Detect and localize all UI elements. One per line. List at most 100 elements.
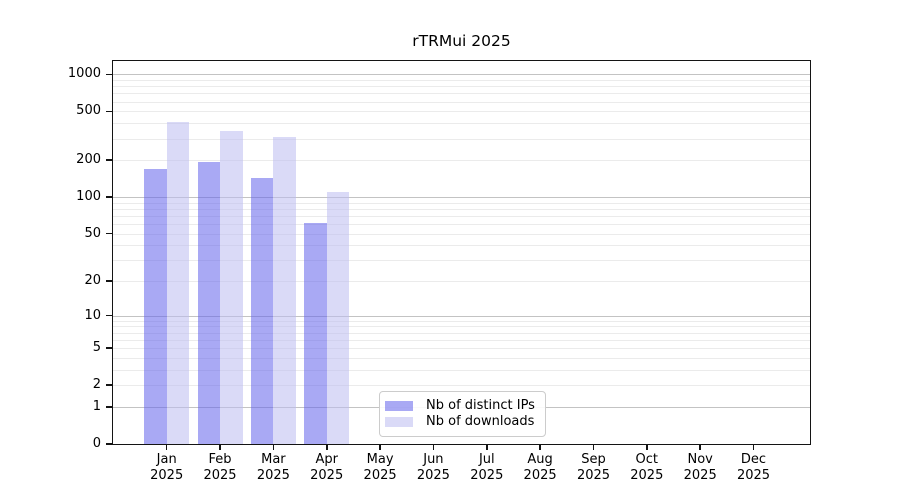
bar-downloads xyxy=(326,191,350,444)
x-tick-year: 2025 xyxy=(256,468,290,483)
y-tick-label: 50 xyxy=(84,225,101,241)
x-tick-mark xyxy=(379,444,381,450)
x-tick-month: Dec xyxy=(740,452,767,467)
major-gridline xyxy=(113,315,810,317)
legend: Nb of distinct IPs Nb of downloads xyxy=(379,391,546,437)
minor-gridline xyxy=(113,86,810,88)
x-tick-label-mar: Mar 2025 xyxy=(241,452,305,484)
minor-gridline xyxy=(113,160,810,162)
x-tick-label-may: May 2025 xyxy=(348,452,412,484)
x-tick-year: 2025 xyxy=(363,468,397,483)
x-tick-month: Jul xyxy=(478,452,495,467)
x-tick-mark xyxy=(432,444,435,450)
x-tick-label-nov: Nov 2025 xyxy=(668,452,732,484)
x-tick-mark xyxy=(752,444,755,450)
x-tick-label-dec: Dec 2025 xyxy=(722,452,786,484)
x-tick-label-apr: Apr 2025 xyxy=(295,452,359,484)
bar-distinct-ips xyxy=(197,162,220,444)
x-tick-mark xyxy=(326,444,328,450)
minor-gridline xyxy=(113,326,810,328)
minor-gridline xyxy=(113,224,810,225)
minor-gridline xyxy=(113,260,810,262)
x-tick-month: Sep xyxy=(581,452,606,467)
x-tick-mark xyxy=(699,444,701,450)
x-tick-mark xyxy=(272,444,275,450)
x-tick-mark xyxy=(646,444,648,450)
legend-label-distinct-ips: Nb of distinct IPs xyxy=(426,398,535,413)
y-tick-mark xyxy=(105,232,113,235)
plot-area xyxy=(112,60,811,445)
chart-title: rTRMui 2025 xyxy=(412,32,511,50)
y-tick-label: 1 xyxy=(92,398,101,414)
minor-gridline xyxy=(113,215,810,217)
x-tick-year: 2025 xyxy=(203,468,237,483)
legend-swatch-downloads xyxy=(385,417,413,427)
y-tick-mark xyxy=(105,314,113,317)
x-tick-year: 2025 xyxy=(683,468,717,483)
minor-gridline xyxy=(113,233,810,235)
minor-gridline xyxy=(113,332,810,334)
minor-gridline xyxy=(113,79,810,81)
x-tick-mark xyxy=(539,444,541,450)
x-tick-mark xyxy=(165,444,168,450)
x-tick-month: Jan xyxy=(156,452,177,467)
x-tick-month: Feb xyxy=(208,452,232,467)
minor-gridline xyxy=(113,202,810,204)
x-tick-month: Jun xyxy=(423,452,444,467)
major-gridline xyxy=(113,74,810,76)
minor-gridline xyxy=(113,369,810,371)
minor-gridline xyxy=(113,348,810,350)
major-gridline xyxy=(113,197,810,198)
y-tick-mark xyxy=(105,443,113,445)
y-tick-label: 500 xyxy=(76,103,101,119)
x-tick-label-aug: Aug 2025 xyxy=(508,452,572,484)
minor-gridline xyxy=(113,138,810,140)
bar-distinct-ips xyxy=(144,168,167,444)
minor-gridline xyxy=(113,101,810,103)
y-tick-mark xyxy=(105,406,113,408)
y-tick-mark xyxy=(105,384,113,386)
x-tick-year: 2025 xyxy=(630,468,664,483)
x-tick-label-sep: Sep 2025 xyxy=(562,452,626,484)
y-tick-label: 100 xyxy=(76,189,101,204)
bar-distinct-ips xyxy=(304,223,327,444)
x-tick-year: 2025 xyxy=(310,468,344,483)
minor-gridline xyxy=(113,123,810,125)
x-tick-month: Nov xyxy=(687,452,713,467)
x-tick-month: Apr xyxy=(315,452,338,467)
x-tick-year: 2025 xyxy=(150,468,184,483)
y-tick-label: 20 xyxy=(84,273,101,288)
y-tick-label: 5 xyxy=(92,340,101,356)
minor-gridline xyxy=(113,111,810,113)
bar-downloads xyxy=(220,131,243,444)
minor-gridline xyxy=(113,208,810,210)
x-tick-month: Aug xyxy=(527,452,553,467)
x-tick-label-jan: Jan 2025 xyxy=(135,452,199,484)
x-tick-month: May xyxy=(366,452,394,467)
x-tick-mark xyxy=(219,444,221,450)
x-tick-label-oct: Oct 2025 xyxy=(615,452,679,484)
minor-gridline xyxy=(113,357,810,359)
legend-item-distinct-ips: Nb of distinct IPs xyxy=(385,398,541,414)
x-tick-label-jul: Jul 2025 xyxy=(455,452,519,484)
y-tick-label: 0 xyxy=(92,436,101,451)
minor-gridline xyxy=(113,385,810,387)
x-tick-label-feb: Feb 2025 xyxy=(188,452,252,484)
x-tick-year: 2025 xyxy=(416,468,450,483)
y-tick-label: 1000 xyxy=(67,66,101,82)
y-tick-mark xyxy=(105,196,113,198)
x-tick-mark xyxy=(592,444,595,450)
bar-downloads xyxy=(273,136,296,444)
minor-gridline xyxy=(113,245,810,247)
y-tick-mark xyxy=(105,159,113,161)
y-tick-mark xyxy=(105,280,113,282)
bar-downloads xyxy=(166,121,190,444)
x-tick-mark xyxy=(486,444,488,450)
x-tick-year: 2025 xyxy=(523,468,557,483)
legend-swatch-distinct-ips xyxy=(385,401,413,411)
y-tick-mark xyxy=(105,73,113,75)
y-tick-label: 10 xyxy=(84,307,101,323)
y-tick-mark xyxy=(105,347,113,349)
y-tick-label: 200 xyxy=(76,152,101,168)
